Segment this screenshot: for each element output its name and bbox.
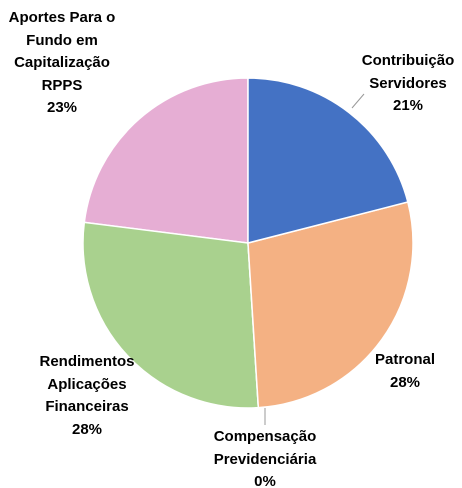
category-label: Aportes Para o Fundo em Capitalização RP… bbox=[8, 9, 116, 94]
value-label: 0% bbox=[254, 473, 276, 488]
slice-label: Compensação Previdenciária 0% bbox=[203, 426, 327, 488]
category-label: Compensação Previdenciária bbox=[213, 428, 317, 468]
slice-label: Aportes Para o Fundo em Capitalização RP… bbox=[0, 7, 124, 120]
value-label: 28% bbox=[389, 373, 421, 391]
pie-slice bbox=[247, 201, 414, 409]
slice-label: Patronal 28% bbox=[343, 349, 462, 394]
pie-slice bbox=[247, 77, 409, 244]
category-label: Contribuição Servidores bbox=[361, 52, 455, 92]
value-label: 21% bbox=[392, 97, 424, 114]
category-label: Rendimentos Aplicações Financeiras bbox=[39, 353, 135, 415]
slice-label: Rendimentos Aplicações Financeiras 28% bbox=[25, 351, 149, 441]
value-label: 23% bbox=[46, 99, 78, 116]
pie-slice bbox=[82, 221, 260, 409]
pie-slice bbox=[83, 77, 249, 244]
value-label: 28% bbox=[71, 420, 103, 438]
category-label: Patronal bbox=[374, 351, 435, 368]
slice-label: Contribuição Servidores 21% bbox=[346, 50, 462, 118]
leader-line bbox=[351, 93, 365, 109]
